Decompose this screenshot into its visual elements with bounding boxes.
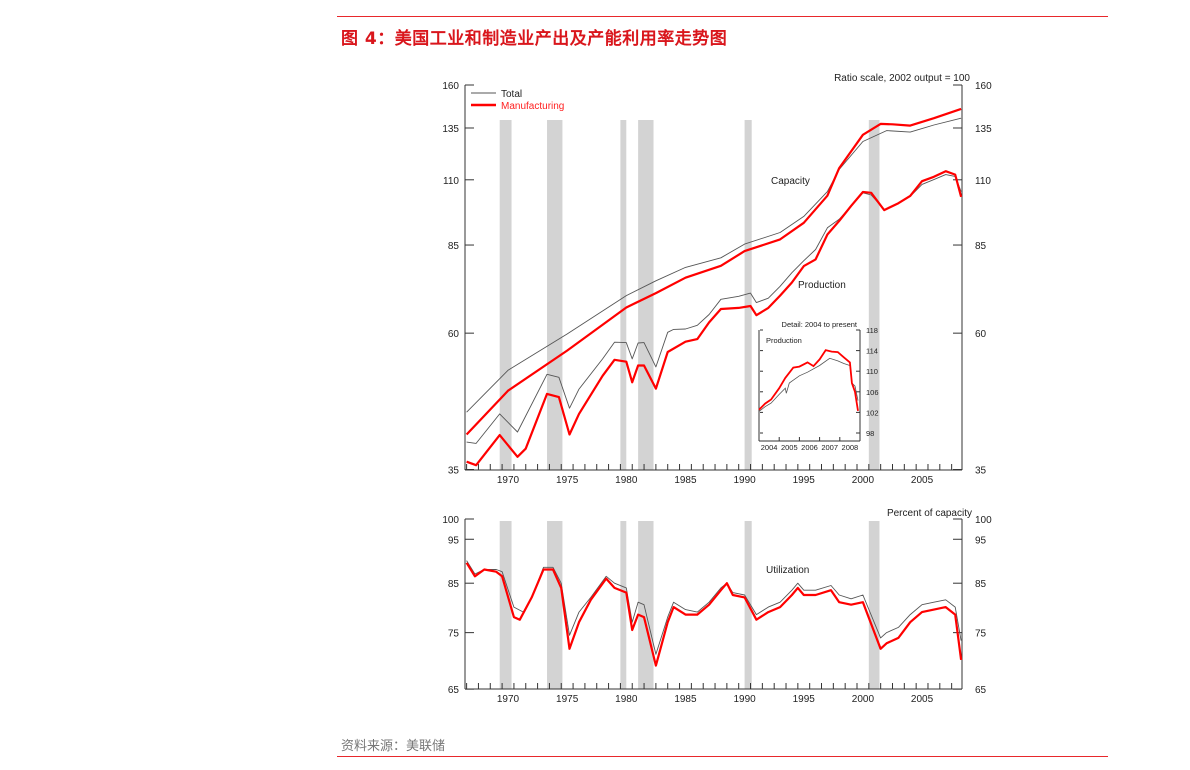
inset-y-tick-label: 98	[866, 429, 874, 438]
x-tick-label: 1975	[556, 694, 579, 705]
source-note: 资料来源：美联储	[341, 739, 446, 754]
y-tick-label-left: 135	[442, 124, 459, 135]
x-tick-label: 1980	[615, 475, 638, 486]
recession-band	[868, 521, 880, 689]
x-tick-label: 1985	[674, 694, 697, 705]
inset-panel: 98 102 106 110 114 118 2004 2005 2006 2007 2008	[758, 326, 879, 452]
x-tick-label: 1995	[793, 694, 816, 705]
y-tick-label-right: 100	[975, 515, 992, 526]
y-tick-label-right: 95	[975, 535, 987, 546]
y-tick-label-left: 85	[448, 579, 460, 590]
bottom-rule	[337, 756, 1108, 757]
y-tick-label-left: 65	[448, 685, 460, 696]
x-tick-label: 1995	[793, 475, 816, 486]
series-line-production-total	[466, 174, 962, 444]
recession-band	[638, 120, 654, 470]
recession-band	[499, 120, 512, 470]
y-tick-label-right: 85	[975, 241, 987, 252]
percent-note: Percent of capacity	[887, 508, 972, 519]
inset-label: Production	[766, 336, 802, 345]
inset-x-tick-label: 2005	[781, 443, 798, 452]
inset-x-tick-label: 2006	[801, 443, 818, 452]
recession-band	[547, 521, 563, 689]
inset-series-line-manufacturing	[758, 349, 859, 412]
capacity-annotation: Capacity	[771, 176, 810, 187]
x-tick-label: 2000	[852, 475, 875, 486]
series-line-capacity-manufacturing	[465, 107, 962, 436]
top-panel: 35 35 60 60 85 85 110 110 135 135 160 160 1970 1975 19…	[442, 81, 992, 486]
recession-band	[620, 521, 627, 689]
utilization-annotation: Utilization	[766, 565, 809, 576]
legend-manufacturing-label: Manufacturing	[501, 101, 564, 112]
inset-y-tick-label: 114	[866, 347, 878, 356]
x-tick-label: 1980	[615, 694, 638, 705]
y-tick-label-right: 85	[975, 579, 987, 590]
inset-x-tick-label: 2004	[761, 443, 778, 452]
x-tick-label: 1990	[733, 694, 756, 705]
figure-title: 图 4：美国工业和制造业产出及产能利用率走势图	[341, 29, 728, 49]
y-tick-label-right: 75	[975, 629, 987, 640]
recession-band	[744, 120, 752, 470]
inset-y-tick-label: 102	[866, 408, 879, 417]
recession-band	[868, 120, 880, 470]
x-tick-label: 2005	[911, 694, 934, 705]
x-tick-label: 1970	[497, 475, 520, 486]
inset-x-tick-label: 2007	[821, 443, 838, 452]
series-line-manufacturing	[465, 562, 963, 667]
x-tick-label: 2000	[852, 694, 875, 705]
y-tick-label-right: 160	[975, 81, 992, 92]
y-tick-label-right: 135	[975, 124, 992, 135]
x-tick-label: 1975	[556, 475, 579, 486]
x-tick-label: 2005	[911, 475, 934, 486]
series-line-production-manufacturing	[466, 170, 963, 467]
inset-x-tick-label: 2008	[842, 443, 859, 452]
y-tick-label-right: 60	[975, 329, 987, 340]
y-tick-label-left: 85	[448, 241, 460, 252]
y-tick-label-left: 110	[443, 176, 459, 187]
legend-total-label: Total	[501, 89, 522, 100]
inset-background	[759, 330, 860, 441]
y-tick-label-right: 110	[975, 176, 991, 187]
x-tick-label: 1985	[674, 475, 697, 486]
inset-y-tick-label: 118	[866, 326, 878, 335]
production-annotation: Production	[798, 280, 846, 291]
inset-y-tick-label: 106	[866, 388, 879, 397]
series-line-total	[466, 560, 962, 655]
recession-band	[620, 120, 627, 470]
series-line-capacity-total	[466, 117, 962, 413]
recession-band	[638, 521, 654, 689]
x-tick-label: 1990	[733, 475, 756, 486]
y-tick-label-right: 65	[975, 685, 987, 696]
recession-band	[499, 521, 512, 689]
y-tick-label-left: 60	[448, 329, 460, 340]
utilization-panel: 65 65 75 75 85 85 95 95 100 100 1970 1975 1980 1985 19…	[442, 515, 992, 705]
y-tick-label-left: 100	[442, 515, 459, 526]
y-tick-label-left: 95	[448, 535, 460, 546]
inset-y-tick-label: 110	[866, 367, 878, 376]
top-rule	[337, 16, 1108, 17]
y-tick-label-left: 160	[442, 81, 459, 92]
y-tick-label-right: 35	[975, 466, 987, 477]
ratio-scale-note: Ratio scale, 2002 output = 100	[834, 73, 970, 84]
y-tick-label-left: 75	[448, 629, 460, 640]
x-tick-label: 1970	[497, 694, 520, 705]
chart-labels: Ratio scale, 2002 output = 100 Total Man…	[471, 73, 972, 576]
recession-band	[547, 120, 563, 470]
inset-title: Detail: 2004 to present	[782, 320, 858, 329]
y-tick-label-left: 35	[448, 466, 460, 477]
